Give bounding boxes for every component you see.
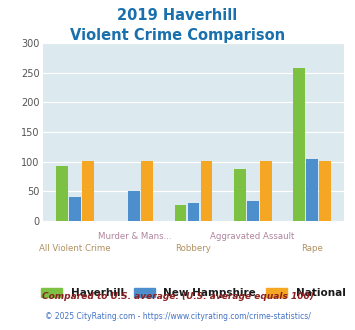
- Bar: [260, 160, 272, 221]
- Bar: [306, 159, 318, 221]
- Text: Aggravated Assault: Aggravated Assault: [211, 232, 295, 241]
- Text: Violent Crime Comparison: Violent Crime Comparison: [70, 28, 285, 43]
- Text: 2019 Haverhill: 2019 Haverhill: [118, 8, 237, 23]
- Bar: [129, 191, 140, 221]
- Bar: [56, 166, 68, 221]
- Bar: [82, 160, 94, 221]
- Text: Rape: Rape: [301, 244, 323, 253]
- Legend: Haverhill, New Hampshire, National: Haverhill, New Hampshire, National: [42, 288, 345, 298]
- Bar: [187, 203, 200, 221]
- Text: Murder & Mans...: Murder & Mans...: [98, 232, 171, 241]
- Bar: [141, 160, 153, 221]
- Text: Compared to U.S. average. (U.S. average equals 100): Compared to U.S. average. (U.S. average …: [42, 292, 313, 301]
- Bar: [293, 68, 305, 221]
- Bar: [175, 205, 186, 221]
- Bar: [234, 169, 246, 221]
- Text: All Violent Crime: All Violent Crime: [39, 244, 111, 253]
- Bar: [201, 160, 212, 221]
- Text: © 2025 CityRating.com - https://www.cityrating.com/crime-statistics/: © 2025 CityRating.com - https://www.city…: [45, 312, 310, 321]
- Text: Robbery: Robbery: [175, 244, 212, 253]
- Bar: [319, 160, 331, 221]
- Bar: [69, 197, 81, 221]
- Bar: [247, 202, 258, 221]
